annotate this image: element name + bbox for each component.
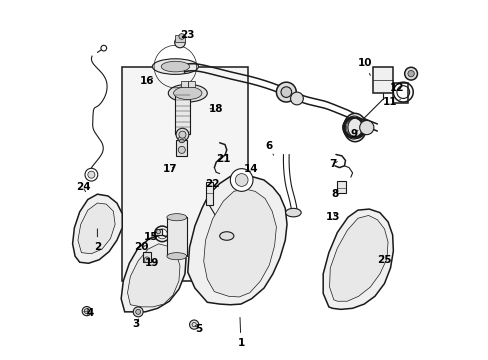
Ellipse shape [343, 113, 366, 142]
Bar [122, 67, 247, 281]
Circle shape [176, 128, 188, 141]
Circle shape [101, 45, 106, 51]
Bar [175, 35, 185, 42]
PathPatch shape [329, 215, 387, 301]
PathPatch shape [203, 189, 276, 297]
Circle shape [82, 306, 91, 316]
Bar [392, 83, 407, 103]
Circle shape [88, 171, 95, 178]
Text: 7: 7 [329, 159, 337, 169]
Circle shape [135, 309, 141, 314]
Text: 12: 12 [389, 83, 404, 93]
Circle shape [290, 92, 303, 105]
Bar [181, 81, 187, 87]
Text: 10: 10 [357, 58, 371, 76]
Ellipse shape [168, 84, 207, 102]
Ellipse shape [179, 139, 184, 143]
PathPatch shape [121, 235, 185, 312]
Text: 23: 23 [180, 30, 195, 40]
Circle shape [156, 230, 160, 234]
Circle shape [359, 121, 373, 135]
Text: 25: 25 [376, 255, 391, 265]
Circle shape [144, 257, 149, 262]
Bar [205, 182, 212, 205]
Circle shape [84, 309, 89, 314]
Text: 6: 6 [265, 141, 273, 155]
Text: 11: 11 [382, 97, 400, 107]
Bar [155, 229, 161, 235]
Circle shape [179, 33, 184, 39]
Text: 15: 15 [143, 232, 158, 242]
Text: 16: 16 [140, 76, 154, 86]
Ellipse shape [161, 61, 189, 72]
Circle shape [85, 168, 98, 181]
Text: 8: 8 [330, 189, 338, 199]
Bar [188, 81, 195, 87]
Bar [372, 67, 392, 93]
Circle shape [133, 307, 143, 317]
Text: 21: 21 [216, 154, 230, 164]
Bar [143, 252, 150, 262]
PathPatch shape [127, 244, 180, 307]
PathPatch shape [78, 203, 115, 254]
Text: 24: 24 [76, 182, 90, 192]
Text: 3: 3 [133, 319, 140, 329]
Text: 9: 9 [350, 129, 357, 139]
Ellipse shape [178, 136, 185, 142]
Circle shape [178, 146, 185, 153]
Circle shape [189, 320, 198, 329]
Text: 4: 4 [86, 308, 94, 318]
Ellipse shape [166, 214, 186, 221]
Circle shape [235, 174, 247, 186]
PathPatch shape [323, 209, 392, 309]
Text: 5: 5 [194, 324, 202, 334]
Text: 20: 20 [134, 242, 149, 252]
Ellipse shape [219, 232, 233, 240]
Circle shape [404, 67, 417, 80]
PathPatch shape [187, 175, 286, 305]
Circle shape [179, 131, 185, 138]
Ellipse shape [166, 253, 186, 260]
Ellipse shape [173, 87, 202, 100]
Circle shape [281, 87, 291, 98]
Text: 14: 14 [244, 165, 258, 174]
Text: 1: 1 [237, 318, 244, 348]
Text: 17: 17 [163, 165, 177, 174]
Bar [176, 140, 187, 156]
Text: 13: 13 [325, 212, 340, 222]
Text: 22: 22 [205, 179, 220, 189]
PathPatch shape [72, 194, 122, 263]
Circle shape [407, 71, 413, 77]
Bar [337, 181, 346, 193]
Text: 2: 2 [94, 229, 101, 252]
Circle shape [230, 168, 252, 192]
Circle shape [276, 82, 296, 102]
Text: 18: 18 [208, 104, 223, 114]
Bar [175, 93, 189, 134]
Text: 19: 19 [145, 258, 159, 268]
Circle shape [174, 37, 185, 48]
Bar [167, 217, 186, 256]
Ellipse shape [152, 59, 198, 75]
Ellipse shape [285, 208, 301, 217]
